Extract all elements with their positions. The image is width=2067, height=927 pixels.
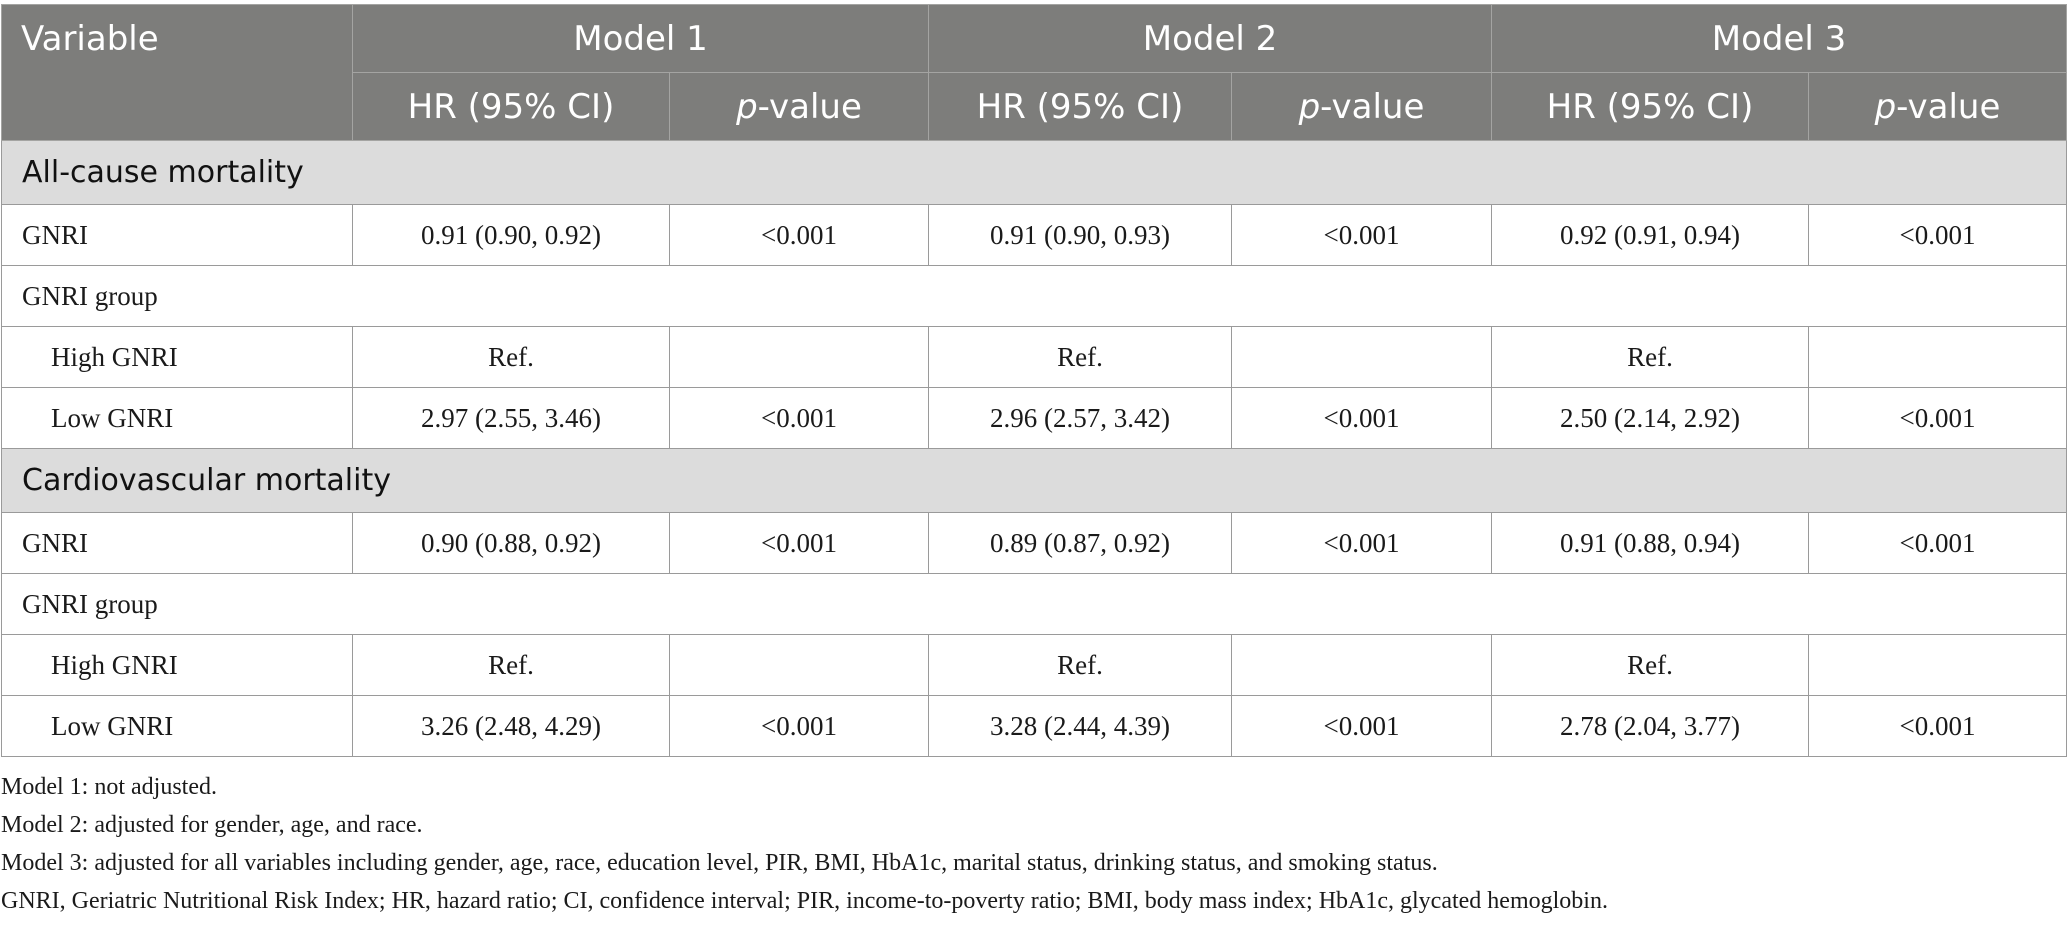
p-value-cell: <0.001 <box>669 512 929 574</box>
row-label: Low GNRI <box>1 695 353 757</box>
hr-cell: 0.91 (0.88, 0.94) <box>1491 512 1809 574</box>
table-footnotes: Model 1: not adjusted. Model 2: adjusted… <box>1 768 2061 920</box>
row-label: High GNRI <box>1 326 353 388</box>
hr-cell: Ref. <box>352 634 670 696</box>
p-value-cell: <0.001 <box>669 695 929 757</box>
variable-header: Variable <box>1 4 353 141</box>
hr-cell: Ref. <box>1491 634 1809 696</box>
p-value-cell <box>1231 634 1492 696</box>
table-row: GNRI group <box>1 573 2067 635</box>
hr-cell: Ref. <box>1491 326 1809 388</box>
table-row: High GNRI Ref. Ref. Ref. <box>1 634 2067 696</box>
hr-cell: Ref. <box>352 326 670 388</box>
footnote-model-2: Model 2: adjusted for gender, age, and r… <box>1 812 423 838</box>
p-value-cell <box>669 326 929 388</box>
table-body: All-cause mortality GNRI 0.91 (0.90, 0.92)… <box>1 140 2067 757</box>
table-row: GNRI 0.90 (0.88, 0.92) <0.001 0.89 (0.87, 0… <box>1 512 2067 574</box>
p-value-cell: <0.001 <box>669 204 929 266</box>
hr-cell: 0.91 (0.90, 0.92) <box>352 204 670 266</box>
table-row: GNRI group <box>1 265 2067 327</box>
row-label: GNRI group <box>1 265 2067 327</box>
hr-cell: 0.91 (0.90, 0.93) <box>928 204 1232 266</box>
p-rest: -value <box>1896 86 2001 127</box>
footnote-model-3: Model 3: adjusted for all variables incl… <box>1 850 1438 876</box>
p-value-cell: <0.001 <box>1231 512 1492 574</box>
footnote-abbreviations: GNRI, Geriatric Nutritional Risk Index; … <box>1 888 1608 914</box>
p-value-header: p-value <box>1231 72 1492 141</box>
section-row: All-cause mortality <box>1 140 2067 205</box>
p-value-cell <box>669 634 929 696</box>
table-row: Low GNRI 2.97 (2.55, 3.46) <0.001 2.96 (2.5… <box>1 387 2067 449</box>
p-value-cell: <0.001 <box>1808 512 2067 574</box>
p-value-cell <box>1808 634 2067 696</box>
model-1-header: Model 1 <box>352 4 929 73</box>
hr-cell: 3.28 (2.44, 4.39) <box>928 695 1232 757</box>
p-italic: p <box>736 86 758 127</box>
p-value-cell: <0.001 <box>1231 387 1492 449</box>
section-title: Cardiovascular mortality <box>1 448 2067 513</box>
hr-cell: 2.50 (2.14, 2.92) <box>1491 387 1809 449</box>
row-label: High GNRI <box>1 634 353 696</box>
model-3-header: Model 3 <box>1491 4 2067 73</box>
p-italic: p <box>1298 86 1321 127</box>
p-value-cell: <0.001 <box>1808 387 2067 449</box>
section-row: Cardiovascular mortality <box>1 448 2067 513</box>
row-label: Low GNRI <box>1 387 353 449</box>
row-label: GNRI group <box>1 573 2067 635</box>
hr-cell: 2.96 (2.57, 3.42) <box>928 387 1232 449</box>
hr-cell: 0.89 (0.87, 0.92) <box>928 512 1232 574</box>
hr-cell: 2.78 (2.04, 3.77) <box>1491 695 1809 757</box>
hr-cell: 2.97 (2.55, 3.46) <box>352 387 670 449</box>
hr-cell: 0.90 (0.88, 0.92) <box>352 512 670 574</box>
p-value-cell: <0.001 <box>1808 204 2067 266</box>
table-header: Variable Model 1 Model 2 Model 3 HR (95%… <box>1 4 2067 141</box>
section-title: All-cause mortality <box>1 140 2067 205</box>
p-value-cell <box>1231 326 1492 388</box>
p-value-header: p-value <box>1808 72 2067 141</box>
hr-cell: 0.92 (0.91, 0.94) <box>1491 204 1809 266</box>
p-italic: p <box>1874 86 1897 127</box>
footnote-model-1: Model 1: not adjusted. <box>1 774 217 800</box>
hr-header: HR (95% CI) <box>352 72 670 141</box>
hr-header: HR (95% CI) <box>928 72 1232 141</box>
p-value-cell: <0.001 <box>1231 695 1492 757</box>
p-value-cell: <0.001 <box>1808 695 2067 757</box>
hr-header: HR (95% CI) <box>1491 72 1809 141</box>
table-row: Low GNRI 3.26 (2.48, 4.29) <0.001 3.28 (2.4… <box>1 695 2067 757</box>
hr-cell: 3.26 (2.48, 4.29) <box>352 695 670 757</box>
p-value-cell: <0.001 <box>1231 204 1492 266</box>
results-table: Variable Model 1 Model 2 Model 3 HR (95%… <box>1 4 2067 757</box>
p-rest: -value <box>1320 86 1425 127</box>
hr-cell: Ref. <box>928 326 1232 388</box>
p-value-cell <box>1808 326 2067 388</box>
p-value-cell: <0.001 <box>669 387 929 449</box>
model-2-header: Model 2 <box>928 4 1492 73</box>
p-value-header: p-value <box>669 72 929 141</box>
row-label: GNRI <box>1 512 353 574</box>
hr-cell: Ref. <box>928 634 1232 696</box>
table-row: High GNRI Ref. Ref. Ref. <box>1 326 2067 388</box>
table-row: GNRI 0.91 (0.90, 0.92) <0.001 0.91 (0.90, 0… <box>1 204 2067 266</box>
row-label: GNRI <box>1 204 353 266</box>
p-rest: -value <box>757 86 862 127</box>
